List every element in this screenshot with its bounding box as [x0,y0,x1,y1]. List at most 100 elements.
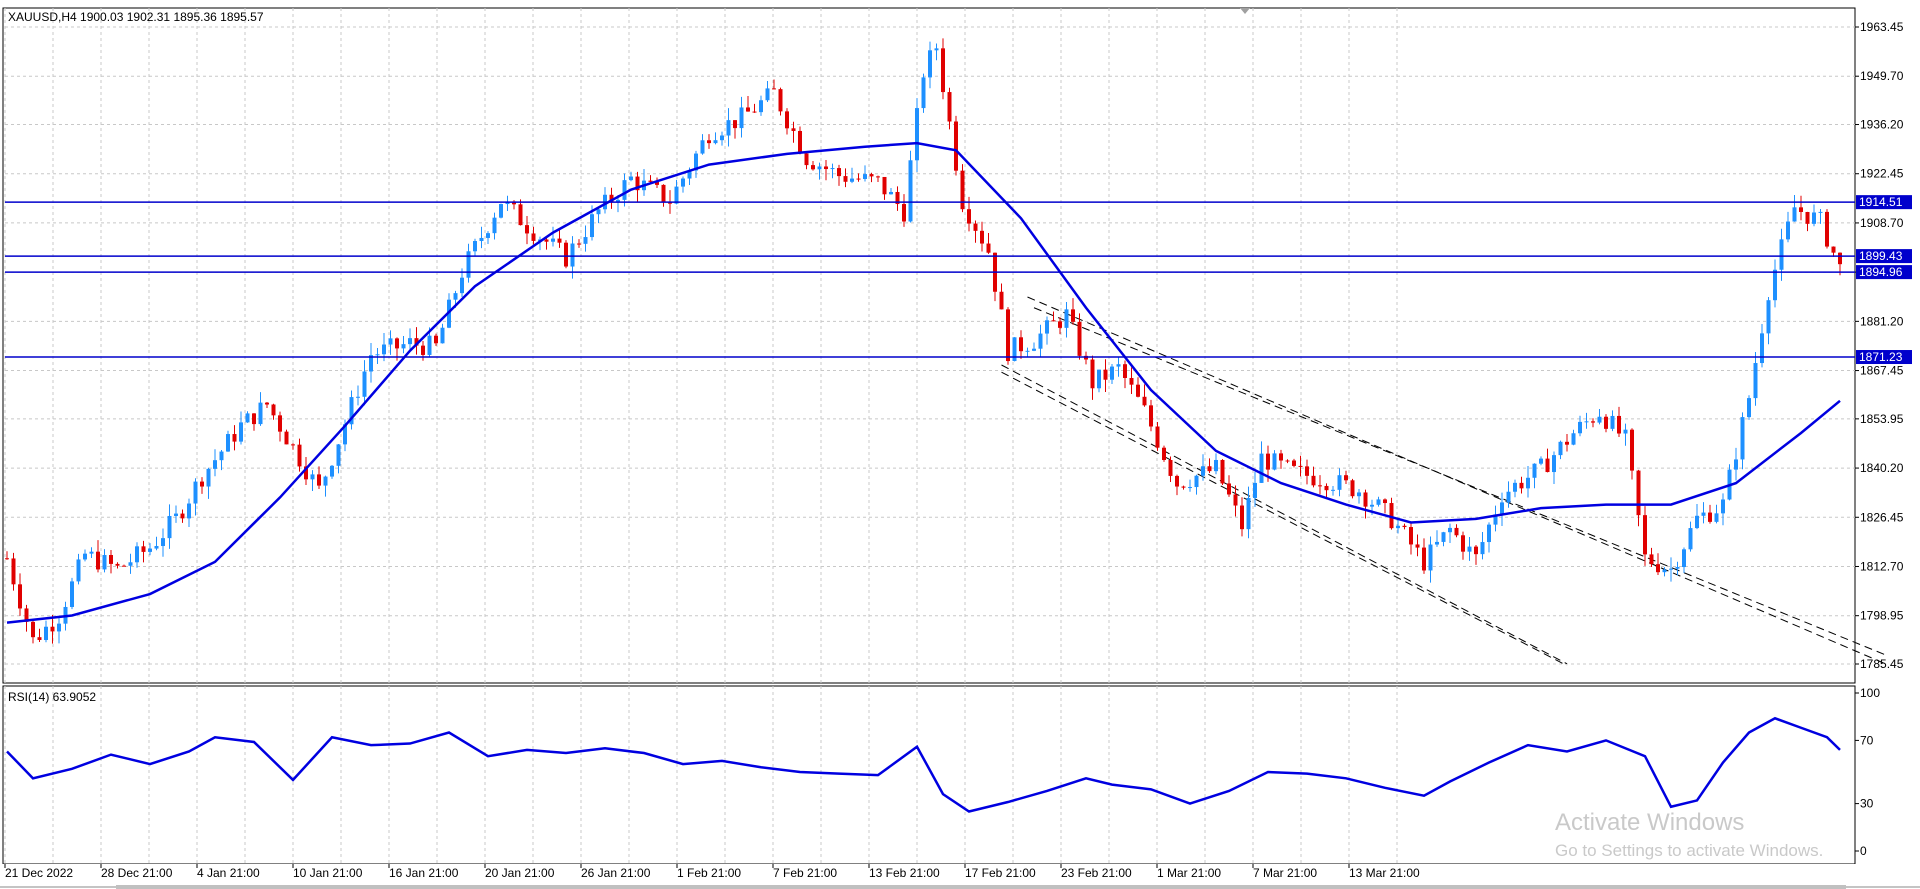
candle-bear [1708,512,1712,522]
candle-bear [1175,475,1179,487]
candle-bull [1487,524,1491,543]
level-price-label-bg [1856,265,1912,280]
rsi-scale[interactable] [1856,686,1919,864]
price-tick-label: 1949.70 [1860,69,1904,83]
candle-bear [967,209,971,224]
scrollbar-thumb[interactable] [116,885,1846,889]
price-tick-label: 1785.45 [1860,657,1904,671]
time-tick-label: 21 Dec 2022 [5,866,73,880]
candle-bull [479,237,484,242]
candle-bear [1324,485,1329,491]
candle-bull [1662,569,1667,573]
time-tick-label: 13 Feb 21:00 [869,866,940,880]
candle-bull [466,251,471,278]
candle-bear [791,128,796,131]
candle-bear [1142,396,1147,406]
candle-bear [518,204,523,226]
candle-bear [414,338,419,346]
trend-channel-lines[interactable] [1001,296,1886,667]
candle-bear [1155,426,1160,448]
time-tick-label: 16 Jan 21:00 [389,866,459,880]
candle-bear [635,176,640,191]
time-tick-label: 4 Jan 21:00 [197,866,260,880]
candle-bull [674,186,679,204]
candle-bear [525,225,529,234]
candle-bull [1441,532,1446,542]
candle-bull [44,626,48,640]
candle-bull [1246,497,1251,530]
candle-bear [1220,459,1225,484]
candle-bear [798,130,802,154]
time-tick-label: 23 Feb 21:00 [1061,866,1132,880]
candle-bull [1480,542,1485,555]
candle-bull [401,344,406,349]
channel-lower-line-1[interactable] [1001,371,1568,667]
price-tick-label: 1812.70 [1860,559,1904,573]
time-tick-label: 10 Jan 21:00 [293,866,363,880]
candle-bull [473,241,477,252]
candle-bear [265,402,269,405]
candle-bear [1402,525,1407,528]
rsi-panel[interactable] [2,685,1856,865]
candle-bull [908,160,913,222]
candle-bull [1571,433,1576,445]
candle-bear [1350,480,1355,497]
candle-bear [284,431,289,445]
candle-bear [668,202,672,204]
time-tick-label: 13 Mar 21:00 [1349,866,1420,880]
candle-bear [278,415,282,432]
candle-bull [187,503,191,519]
time-tick-label: 7 Mar 21:00 [1253,866,1317,880]
price-tick-label: 1840.20 [1860,461,1904,475]
channel-upper-line-2[interactable] [1033,307,1886,656]
candle-bear [24,608,29,622]
candle-bear [531,233,536,241]
candle-bear [876,176,880,178]
candle-bear [115,563,120,566]
rsi-line[interactable] [6,716,1841,813]
candle-bear [200,481,204,487]
candle-bear [941,48,945,93]
candle-bull [921,77,926,109]
candle-bear [37,637,42,640]
main-price-panel[interactable] [2,7,1856,684]
candle-bull [1532,463,1537,478]
candle-bull [1623,429,1628,434]
moving-average-line[interactable] [6,141,1841,624]
candle-bull [1695,515,1699,529]
candle-bull [1760,333,1764,364]
candlestick-series [5,38,1842,644]
level-price-label: 1871.23 [1859,350,1903,364]
candle-bull [349,397,354,425]
candle-bull [1682,549,1686,568]
candle-bear [512,201,516,205]
candle-bear [1090,359,1095,389]
candle-bear [1617,415,1621,434]
candle-bear [1565,441,1569,445]
candle-bull [590,214,594,238]
candle-bull [135,546,139,563]
chart-shift-marker[interactable] [1240,8,1250,14]
candle-bear [1831,246,1836,253]
candle-bear [1591,421,1595,423]
price-tick-label: 1908.70 [1860,216,1904,230]
candle-bear [1825,211,1829,247]
candle-bull [1812,212,1816,224]
candle-bear [544,239,549,242]
channel-lower-line-2[interactable] [1001,364,1568,665]
activate-windows-title: Activate Windows [1555,809,1745,836]
candle-bull [499,204,503,218]
candle-bear [882,176,887,195]
candle-bull [1786,221,1790,240]
price-scale[interactable] [1856,8,1919,683]
candle-bull [1435,541,1439,545]
candle-bear [1643,515,1647,555]
candle-bear [1240,505,1244,530]
candle-bull [1513,482,1517,492]
candle-bear [1181,486,1186,488]
candle-bear [1318,485,1322,487]
candle-bear [1285,460,1290,462]
candle-bull [1201,466,1205,476]
